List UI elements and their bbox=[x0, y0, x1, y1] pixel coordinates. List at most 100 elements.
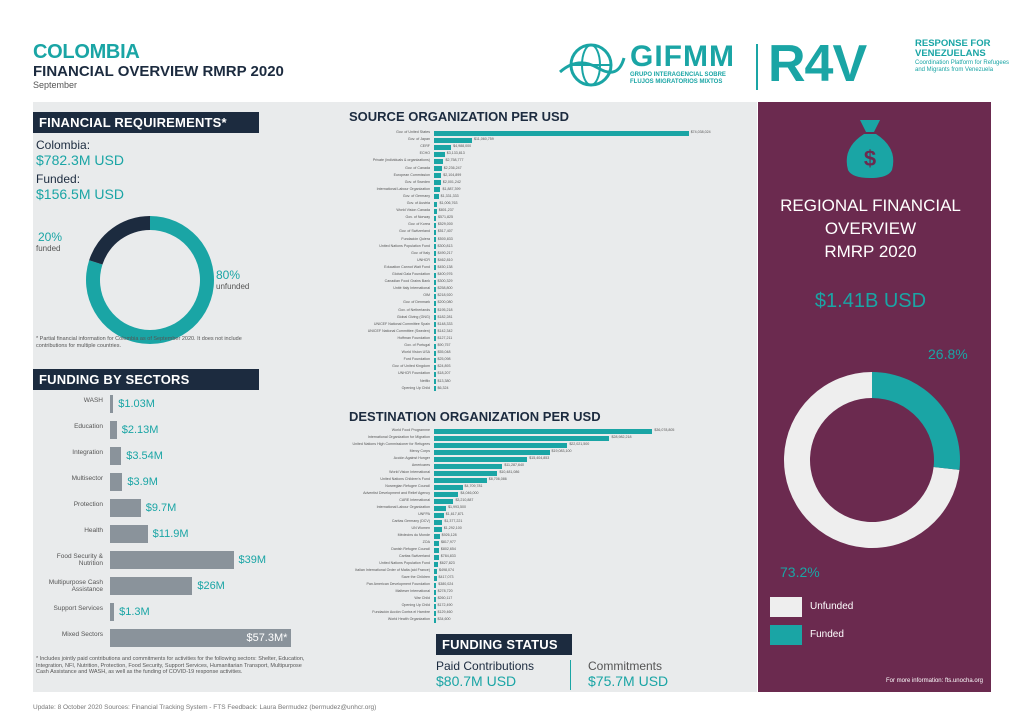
sector-value: $26M bbox=[197, 580, 225, 592]
source-label: United Nations Population Fund bbox=[379, 243, 430, 248]
regional-funded-slice bbox=[872, 372, 960, 470]
source-value: $195,218 bbox=[437, 307, 453, 312]
destination-bar bbox=[434, 526, 442, 532]
destination-label: Pan American Development Foundation bbox=[366, 582, 430, 586]
paid-label: Paid Contributions bbox=[436, 659, 535, 673]
source-label: Opening Up Child bbox=[401, 385, 430, 390]
sector-value: $39M bbox=[238, 554, 267, 566]
colombia-funded-word: funded bbox=[36, 244, 61, 253]
source-title: SOURCE ORGANIZATION PER USD bbox=[349, 109, 570, 124]
destination-label: Italian International Order of Malta (ai… bbox=[355, 568, 430, 572]
source-value: $1,887,399 bbox=[442, 186, 461, 191]
destination-bar bbox=[434, 456, 528, 462]
source-value: $400,976 bbox=[437, 272, 453, 276]
source-value: $182,281 bbox=[437, 314, 453, 319]
source-bar bbox=[434, 350, 436, 356]
gifmm-logo: GIFMM GRUPO INTERAGENCIAL SOBRE FLUJOS M… bbox=[558, 38, 748, 92]
destination-label: United Nations Children's Fund bbox=[380, 477, 430, 481]
source-value: $148,333 bbox=[437, 321, 453, 326]
sector-bar bbox=[110, 629, 292, 647]
destination-value: $1,292,100 bbox=[443, 526, 462, 530]
destination-label: International Labour Organization bbox=[376, 505, 430, 509]
regional-unfunded-slice bbox=[784, 372, 960, 548]
destination-label: CARE International bbox=[399, 498, 430, 502]
sector-value: $57.3M* bbox=[246, 632, 288, 644]
regional-title-3: RMRP 2020 bbox=[824, 242, 917, 261]
sector-value: $9.7M bbox=[145, 502, 177, 514]
funded-label: Funded: bbox=[36, 172, 81, 186]
destination-bar bbox=[434, 435, 610, 441]
sector-value: $1.03M bbox=[118, 398, 155, 410]
destination-value: $8,706,086 bbox=[488, 477, 507, 481]
source-label: World Vision USA bbox=[401, 350, 430, 355]
source-bar bbox=[434, 187, 441, 193]
destination-label: International Organization for Migration bbox=[367, 435, 430, 439]
source-value: $801,237 bbox=[438, 208, 454, 213]
regional-title: REGIONAL FINANCIAL OVERVIEW RMRP 2020 bbox=[758, 194, 983, 263]
source-label: UNICEF National Committee Spain bbox=[373, 321, 430, 326]
destination-bar bbox=[434, 575, 437, 581]
sector-bar bbox=[110, 473, 123, 491]
destination-value: $498,074 bbox=[439, 568, 454, 572]
sector-value: $1.3M bbox=[119, 606, 150, 618]
destination-bar bbox=[434, 617, 436, 623]
destination-bar bbox=[434, 568, 437, 574]
source-label: Gov. of Denmark bbox=[403, 300, 430, 305]
source-label: Gov. of Sweden bbox=[404, 179, 430, 184]
destination-label: Médecins du Monde bbox=[397, 533, 430, 537]
source-value: $258,800 bbox=[437, 286, 453, 291]
source-bar bbox=[434, 336, 436, 342]
destination-bar bbox=[434, 582, 437, 588]
funded-amount: $156.5M USD bbox=[36, 186, 124, 202]
destination-bar bbox=[434, 498, 454, 504]
source-value: $2,104,899 bbox=[443, 172, 462, 177]
destination-label: United Nations Population Fund bbox=[379, 561, 430, 565]
destination-bar bbox=[434, 554, 439, 560]
source-bar bbox=[434, 279, 436, 285]
destination-value: $19,083,100 bbox=[551, 449, 572, 453]
sector-label: Health bbox=[84, 527, 103, 534]
source-bar bbox=[434, 130, 689, 136]
source-value: $462,810 bbox=[437, 257, 453, 262]
source-bar bbox=[434, 322, 436, 328]
source-bar bbox=[434, 308, 436, 314]
source-label: Ford Foundation bbox=[403, 357, 430, 362]
source-label: OIM bbox=[423, 293, 430, 298]
sector-label: Multisector bbox=[71, 475, 103, 482]
destination-bar bbox=[434, 477, 487, 483]
colombia-funded-pct: 20% bbox=[38, 230, 63, 244]
regional-panel: $ REGIONAL FINANCIAL OVERVIEW RMRP 2020 … bbox=[758, 102, 991, 692]
sector-value: $3.54M bbox=[126, 450, 163, 462]
destination-label: Fundación Acción Contra el Hambre bbox=[372, 610, 430, 614]
destination-label: Adventist Development and Relief Agency bbox=[363, 491, 430, 495]
destination-value: $627,823 bbox=[439, 561, 455, 565]
destination-value: $4,709,781 bbox=[464, 484, 483, 488]
source-bar bbox=[434, 158, 444, 164]
destination-value: $802,654 bbox=[440, 547, 456, 551]
destination-value: $36,078,805 bbox=[654, 428, 675, 432]
destination-label: Save the Children bbox=[401, 575, 430, 579]
source-value: $529,000 bbox=[437, 222, 453, 227]
destination-label: Malteser International bbox=[395, 589, 430, 593]
source-value: $25,098 bbox=[437, 357, 451, 362]
money-bag-icon: $ bbox=[846, 120, 894, 178]
destination-value: $11,287,640 bbox=[504, 463, 525, 467]
more-info-text: For more information: fts.unocha.org bbox=[885, 678, 983, 684]
destination-bar bbox=[434, 512, 444, 518]
requirements-heading: FINANCIAL REQUIREMENTS* bbox=[33, 112, 259, 133]
destination-value: $172,490 bbox=[437, 603, 453, 607]
sector-bar bbox=[110, 447, 122, 465]
regional-funding-donut bbox=[784, 372, 960, 548]
requirements-footnote: * Partial financial information for Colo… bbox=[36, 336, 242, 349]
destination-label: United Nations High Commissioner for Ref… bbox=[352, 442, 431, 446]
destination-bar bbox=[434, 491, 459, 497]
source-value: $200,080 bbox=[437, 300, 453, 305]
source-label: Global Gala Foundation bbox=[392, 272, 430, 276]
source-label: UNHCR bbox=[417, 257, 430, 262]
source-bar bbox=[434, 286, 436, 292]
source-bar bbox=[434, 201, 438, 207]
destination-value: $260,117 bbox=[437, 596, 453, 600]
sector-value: $3.9M bbox=[127, 476, 158, 488]
country-title: COLOMBIA bbox=[33, 41, 140, 63]
source-bar bbox=[434, 194, 439, 200]
